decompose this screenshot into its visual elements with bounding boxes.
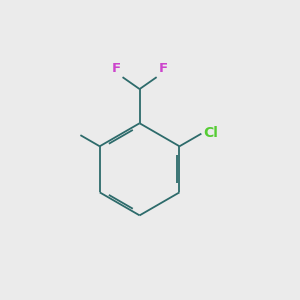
Text: F: F	[158, 62, 167, 75]
Text: Cl: Cl	[203, 126, 218, 140]
Text: F: F	[112, 62, 121, 75]
